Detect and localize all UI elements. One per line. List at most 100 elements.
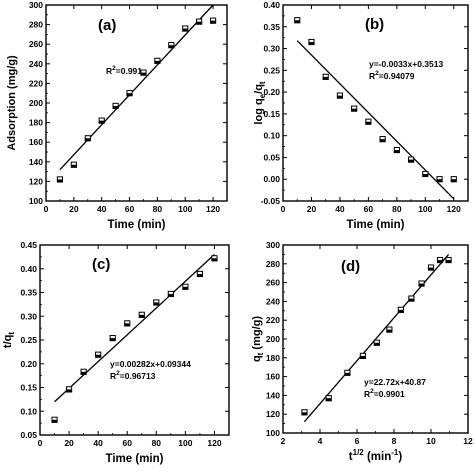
- x-label-t: t: [349, 451, 353, 463]
- y-axis-label: t/qt: [2, 332, 16, 348]
- r-squared-base: R: [369, 71, 375, 81]
- panel-d: 100 120 140 160 180 200 220 240 260 280 300 2 4 6 8 10 1…: [251, 240, 473, 463]
- data-point: [182, 25, 189, 32]
- data-point: [154, 57, 161, 64]
- panel-label: (c): [92, 256, 110, 273]
- data-point: [308, 38, 315, 46]
- r-squared-label: R2=0.94079: [369, 70, 415, 81]
- x-tick-label: 20: [69, 204, 79, 214]
- data-point: [436, 176, 443, 183]
- r-squared-sup: 2: [116, 370, 120, 377]
- data-point: [322, 73, 329, 80]
- point-fill: [422, 173, 428, 177]
- y-tick-label: 0.25: [263, 65, 280, 75]
- point-fill: [81, 371, 87, 375]
- point-fill: [360, 355, 366, 359]
- data-point: [168, 42, 175, 49]
- data-point: [325, 395, 332, 402]
- x-tick-label: 0: [44, 204, 49, 214]
- x-tick-label: 0: [281, 204, 286, 214]
- y-tick-label: 200: [29, 98, 43, 108]
- point-fill: [351, 108, 357, 112]
- y-tick-label: 160: [29, 137, 43, 147]
- r-squared-label: R2=0.96713: [110, 370, 156, 381]
- data-point: [294, 17, 301, 24]
- y-axis-label: log qe/qt: [253, 81, 267, 125]
- data-point: [445, 256, 452, 264]
- point-fill: [71, 164, 77, 168]
- y-tick-label: 280: [29, 20, 43, 30]
- point-fill: [380, 139, 386, 142]
- data-point: [126, 90, 133, 97]
- point-fill: [197, 273, 203, 277]
- point-fill: [66, 389, 72, 392]
- point-fill: [85, 138, 91, 141]
- y-tick-label: 100: [29, 196, 43, 206]
- point-fill: [386, 329, 392, 333]
- point-fill: [140, 72, 147, 76]
- y-tick-label: 0.45: [20, 240, 37, 250]
- x-tick-label: 100: [178, 438, 192, 448]
- point-fill: [418, 283, 425, 287]
- point-fill: [182, 28, 188, 32]
- point-fill: [394, 150, 400, 153]
- point-fill: [210, 20, 216, 24]
- point-fill: [398, 309, 404, 313]
- y-tick-label: 300: [29, 0, 43, 10]
- y-tick-label: 0.00: [263, 174, 280, 184]
- y-tick-label: 0.30: [20, 311, 37, 321]
- y-tick-label: 260: [29, 39, 43, 49]
- y-tick-label: 180: [29, 118, 43, 128]
- x-label-exp: 1/2: [353, 448, 365, 457]
- x-tick-label: 40: [93, 438, 103, 448]
- point-fill: [211, 258, 218, 261]
- x-tick-label: 120: [206, 204, 220, 214]
- data-point: [211, 255, 218, 262]
- y-label-q: q: [251, 355, 263, 362]
- y-tick-label: 0.35: [20, 288, 37, 298]
- y-tick-label: 120: [29, 176, 43, 186]
- y-tick-label: 180: [266, 353, 280, 363]
- fit-line: [54, 254, 215, 403]
- data-point: [196, 270, 204, 278]
- fit-line: [59, 4, 214, 171]
- data-point: [422, 170, 429, 178]
- x-tick-label: 10: [426, 436, 436, 446]
- x-tick-label: 20: [307, 204, 317, 214]
- data-point: [167, 290, 174, 298]
- x-tick-label: 120: [207, 438, 221, 448]
- x-tick-label: 100: [178, 204, 192, 214]
- r-squared-label: R2=0.991: [106, 65, 142, 76]
- point-fill: [99, 120, 105, 124]
- data-point: [80, 368, 87, 375]
- data-point: [373, 339, 380, 346]
- data-point: [51, 416, 58, 423]
- y-tick-label: 120: [266, 409, 280, 419]
- y-tick-label: 0.15: [263, 109, 280, 119]
- data-point: [427, 264, 435, 271]
- y-tick-label: 0.40: [263, 0, 280, 10]
- r-squared-base: R: [364, 389, 370, 399]
- data-point: [182, 283, 189, 290]
- y-tick-label: 220: [29, 78, 43, 88]
- y-tick-label: 140: [266, 390, 280, 400]
- data-point: [351, 105, 358, 112]
- y-tick-label: 0.05: [263, 152, 280, 162]
- y-tick-label: 0.10: [263, 131, 280, 141]
- y-tick-label: 280: [266, 259, 280, 269]
- fit-equation: y=22.72x+40.87: [364, 377, 426, 387]
- y-label-log: log q: [253, 98, 265, 124]
- data-point: [386, 326, 393, 333]
- data-point: [301, 409, 308, 416]
- point-fill: [168, 293, 174, 297]
- data-point: [124, 320, 131, 327]
- x-tick-label: 100: [418, 204, 432, 214]
- point-fill: [113, 105, 119, 109]
- point-fill: [182, 286, 188, 290]
- point-fill: [110, 338, 116, 341]
- data-point: [450, 176, 457, 183]
- r-squared-base: R: [106, 66, 112, 76]
- x-tick-label: 80: [152, 438, 162, 448]
- point-fill: [139, 314, 145, 318]
